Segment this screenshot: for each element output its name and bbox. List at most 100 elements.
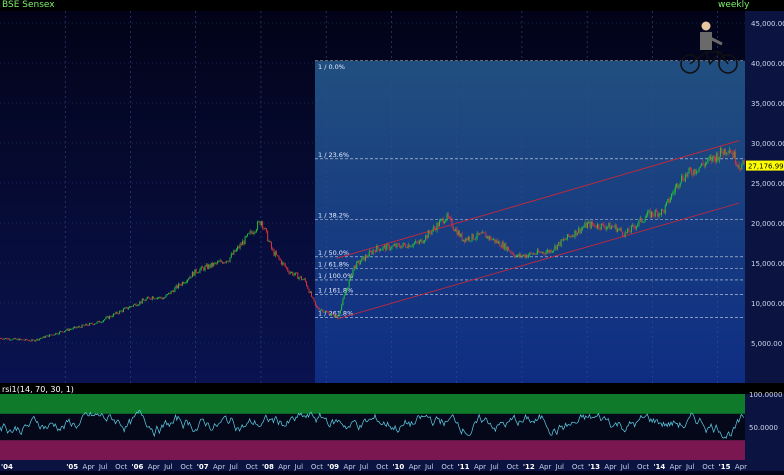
candle-body [586,223,588,228]
candle-body [566,234,568,240]
candle-body [381,249,383,251]
candle-body [73,326,75,328]
candle-body [385,245,386,251]
candle-body [581,227,583,229]
candle-body [482,231,484,233]
candle-body [183,282,185,284]
candle-body [76,327,78,329]
candle-body [738,165,740,169]
candle-body [539,252,541,253]
candle-body [438,220,440,227]
candle-body [12,338,14,340]
candle-body [731,152,733,154]
candle-body [80,326,82,328]
candle-body [195,269,197,273]
candle-body [56,333,58,334]
period-label[interactable]: weekly [718,0,750,10]
candle-body [333,313,335,318]
fib-level-label: 1 / 61.8% [318,260,349,268]
time-axis-label: Jul [489,463,499,471]
candle-body [668,198,670,203]
candle-body [699,166,701,168]
candle-body [373,250,375,252]
candle-body [47,335,49,337]
candle-body [443,222,445,224]
time-axis-label: '12 [523,463,535,471]
candle-body [682,175,684,181]
candle-body [388,244,390,250]
candle-body [729,150,731,153]
candle-body [391,246,393,249]
time-axis-label: Oct [637,463,649,471]
candle-body [319,309,321,311]
candle-body [357,261,359,262]
last-price-label: 27,176.99 [748,163,784,171]
candle-body [126,307,128,310]
candle-body [38,338,40,341]
candle-body [87,325,89,327]
candle-body [122,308,124,312]
candle-body [125,307,127,309]
time-axis-label: '08 [262,463,274,471]
candle-body [339,310,341,314]
candle-body [741,164,743,170]
candle-body [146,297,148,300]
candle-body [546,250,548,252]
candle-body [308,288,310,293]
candle-body [119,310,121,314]
candle-body [10,339,11,341]
candle-body [11,339,13,341]
candle-body [287,268,289,272]
candle-body [645,215,647,218]
time-axis-label: Apr [604,463,616,471]
time-axis-label: '11 [458,463,470,471]
candle-body [640,217,642,223]
candle-body [237,246,238,250]
candle-body [267,231,269,242]
candle-body [77,326,79,328]
candle-body [55,333,57,335]
candle-body [1,338,3,340]
candle-body [322,309,324,313]
candle-body [278,256,280,259]
candle-body [422,242,424,244]
candle-body [550,250,552,253]
candle-body [667,198,669,202]
candle-body [368,251,370,257]
candle-body [534,253,536,255]
symbol-label: BSE Sensex [2,0,55,10]
candle-body [352,269,354,276]
candle-body [392,245,394,247]
candle-body [559,242,561,246]
candle-body [203,267,205,271]
candle-body [517,254,519,257]
candle-body [628,228,630,232]
candle-body [654,210,656,216]
candle-body [555,245,557,250]
candle-body [565,239,567,240]
candle-body [387,244,389,246]
candle-body [692,173,694,176]
candle-body [442,218,444,224]
candle-body [662,209,664,210]
channel-lower-line [336,202,740,320]
candle-body [673,191,675,193]
candle-body [3,338,5,340]
time-axis-label: '06 [131,463,143,471]
candle-body [201,266,203,268]
candle-body [6,338,8,340]
candle-body [84,325,85,327]
candle-body [604,226,606,230]
candle-body [100,322,102,323]
candle-body [40,338,42,340]
candle-body [254,231,256,233]
candle-body [137,304,139,306]
time-axis-label: Oct [115,463,127,471]
candle-body [23,339,25,341]
candle-body [35,340,37,342]
candle-body [196,272,198,274]
candle-body [706,162,708,164]
candle-body [316,305,318,307]
candle-body [189,276,191,279]
candle-body [174,287,176,293]
